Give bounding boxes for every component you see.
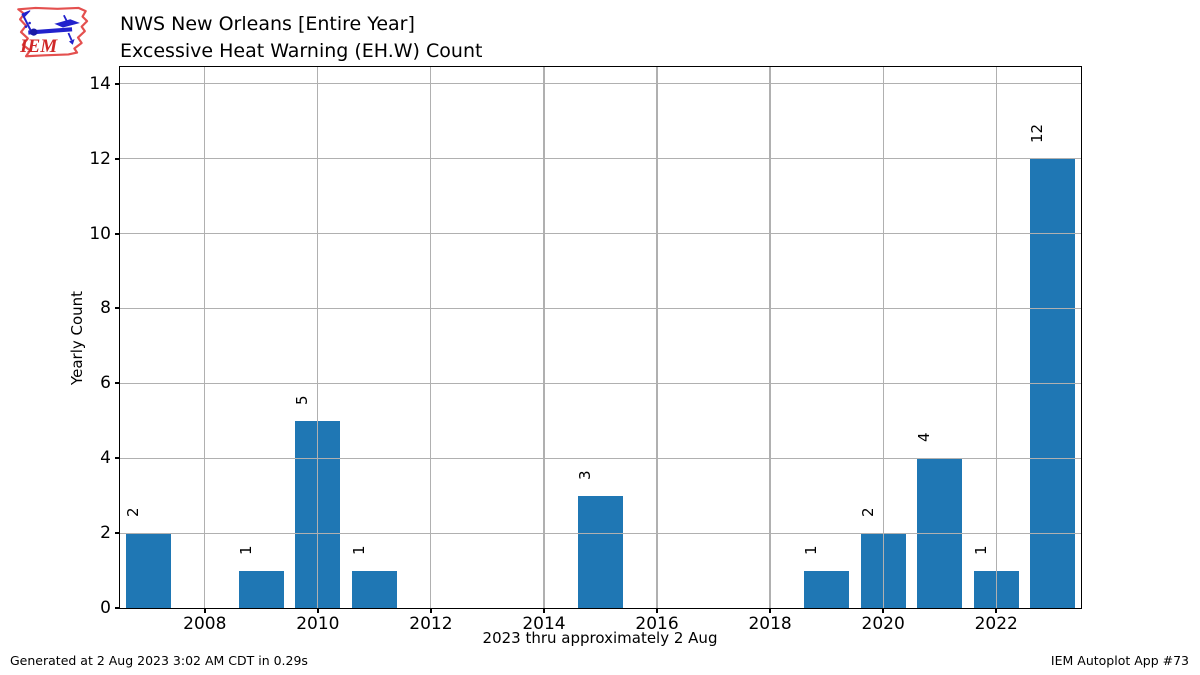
logo-text: IEM <box>19 36 58 57</box>
grid-line-y-4 <box>120 457 1081 459</box>
x-tick-2012 <box>429 608 432 613</box>
bar-2019 <box>804 570 850 608</box>
bar-value-label-2022: 1 <box>971 545 990 555</box>
bar-value-label-2009: 1 <box>236 545 255 555</box>
grid-line-x-2014 <box>543 67 545 608</box>
title-line-2: Excessive Heat Warning (EH.W) Count <box>120 40 483 62</box>
x-tick-label-2010: 2010 <box>296 614 340 634</box>
grid-line-y-12 <box>120 158 1081 160</box>
x-tick-label-2022: 2022 <box>974 614 1018 634</box>
y-tick-label-12: 12 <box>89 148 111 169</box>
bar-2011 <box>351 570 397 608</box>
y-tick-label-10: 10 <box>89 223 111 244</box>
x-tick-label-2014: 2014 <box>522 614 566 634</box>
x-tick-label-2018: 2018 <box>748 614 792 634</box>
y-tick-0 <box>115 607 120 609</box>
weather-vane-icon <box>21 10 80 45</box>
x-tick-label-2020: 2020 <box>861 614 905 634</box>
generated-timestamp: Generated at 2 Aug 2023 3:02 AM CDT in 0… <box>10 653 308 668</box>
grid-line-x-2016 <box>656 67 658 608</box>
title-line-1: NWS New Orleans [Entire Year] <box>120 13 415 35</box>
x-tick-label-2008: 2008 <box>183 614 227 634</box>
y-tick-label-6: 6 <box>100 373 111 394</box>
bar-value-label-2010: 5 <box>293 395 312 405</box>
grid-line-y-6 <box>120 382 1081 384</box>
y-tick-label-0: 0 <box>100 598 111 618</box>
y-tick-label-14: 14 <box>89 73 111 94</box>
grid-line-y-10 <box>120 233 1081 235</box>
grid-line-x-2022 <box>995 67 997 608</box>
grid-line-y-14 <box>120 83 1081 85</box>
bar-2015 <box>577 495 624 608</box>
x-tick-2018 <box>769 608 772 613</box>
bar-value-label-2007: 2 <box>123 507 142 518</box>
grid-line-x-2012 <box>430 67 432 608</box>
x-tick-label-2012: 2012 <box>409 614 453 634</box>
y-tick-4 <box>115 457 120 460</box>
y-tick-10 <box>115 232 120 235</box>
y-tick-6 <box>115 382 120 385</box>
iem-logo: IEM <box>17 6 89 58</box>
x-tick-2022 <box>995 608 998 613</box>
y-tick-label-8: 8 <box>100 298 111 319</box>
grid-line-y-8 <box>120 307 1081 310</box>
bar-value-label-2011: 1 <box>349 545 368 555</box>
chart-title: NWS New Orleans [Entire Year] Excessive … <box>120 11 482 65</box>
y-tick-2 <box>115 532 120 535</box>
plot-area: 2 1 5 1 3 1 2 4 1 12 2008 2010 2012 2014 2016 2018 2020 2… <box>89 66 1082 634</box>
y-tick-14 <box>115 82 120 85</box>
y-axis-label: Yearly Count <box>68 290 86 386</box>
x-tick-2010 <box>316 608 319 613</box>
grid-line-x-2008 <box>204 67 206 608</box>
grid-line-x-2018 <box>769 67 771 608</box>
x-tick-label-2016: 2016 <box>635 614 679 634</box>
y-tick-12 <box>115 157 120 160</box>
bar-2009 <box>238 570 284 608</box>
bar-value-label-2015: 3 <box>576 470 594 480</box>
x-tick-2008 <box>203 608 206 613</box>
y-tick-8 <box>115 307 120 310</box>
x-tick-2016 <box>656 608 659 613</box>
bar-value-label-2019: 1 <box>802 545 821 555</box>
x-tick-2014 <box>542 608 545 613</box>
x-tick-2020 <box>882 608 885 613</box>
grid-line-x-2010 <box>317 67 319 608</box>
x-axis-label: 2023 thru approximately 2 Aug <box>482 629 718 647</box>
bar-value-label-2023: 12 <box>1028 123 1047 143</box>
bar-value-label-2021: 4 <box>915 432 934 443</box>
grid-line-y-2 <box>120 532 1081 534</box>
y-tick-label-4: 4 <box>100 448 111 469</box>
autoplot-app-credit: IEM Autoplot App #73 <box>1050 653 1189 668</box>
grid-line-x-2020 <box>882 67 884 608</box>
bar-value-label-2020: 2 <box>858 507 877 518</box>
bar-2007 <box>125 533 171 608</box>
y-tick-label-2: 2 <box>100 523 111 544</box>
